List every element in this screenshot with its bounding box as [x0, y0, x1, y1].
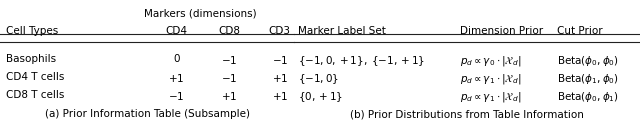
- Text: $-1$: $-1$: [221, 54, 238, 66]
- Text: $p_d \propto \gamma_0 \cdot |\mathcal{X}_d|$: $p_d \propto \gamma_0 \cdot |\mathcal{X}…: [460, 54, 522, 68]
- Text: $p_d \propto \gamma_1 \cdot |\mathcal{X}_d|$: $p_d \propto \gamma_1 \cdot |\mathcal{X}…: [460, 72, 522, 86]
- Text: CD8: CD8: [219, 26, 241, 36]
- Text: $-1$: $-1$: [271, 54, 288, 66]
- Text: Cut Prior: Cut Prior: [557, 26, 603, 36]
- Text: $p_d \propto \gamma_1 \cdot |\mathcal{X}_d|$: $p_d \propto \gamma_1 \cdot |\mathcal{X}…: [460, 90, 522, 104]
- Text: 0: 0: [173, 54, 180, 64]
- Text: $+1$: $+1$: [221, 90, 238, 102]
- Text: Cell Types: Cell Types: [6, 26, 58, 36]
- Text: $\mathrm{Beta}(\phi_0, \phi_0)$: $\mathrm{Beta}(\phi_0, \phi_0)$: [557, 54, 619, 68]
- Text: CD4: CD4: [166, 26, 188, 36]
- Text: $\mathrm{Beta}(\phi_1, \phi_0)$: $\mathrm{Beta}(\phi_1, \phi_0)$: [557, 72, 619, 86]
- Text: $\{-1, 0, +1\},\; \{-1, +1\}$: $\{-1, 0, +1\},\; \{-1, +1\}$: [298, 54, 425, 68]
- Text: $+1$: $+1$: [168, 72, 185, 84]
- Text: Markers (dimensions): Markers (dimensions): [144, 8, 257, 18]
- Text: (a) Prior Information Table (Subsample): (a) Prior Information Table (Subsample): [45, 109, 250, 119]
- Text: CD8 T cells: CD8 T cells: [6, 90, 64, 100]
- Text: $-1$: $-1$: [221, 72, 238, 84]
- Text: Basophils: Basophils: [6, 54, 56, 64]
- Text: $\{-1, 0\}$: $\{-1, 0\}$: [298, 72, 339, 86]
- Text: CD3: CD3: [269, 26, 291, 36]
- Text: $-1$: $-1$: [168, 90, 185, 102]
- Text: CD4 T cells: CD4 T cells: [6, 72, 64, 82]
- Text: $\mathrm{Beta}(\phi_0, \phi_1)$: $\mathrm{Beta}(\phi_0, \phi_1)$: [557, 90, 619, 104]
- Text: (b) Prior Distributions from Table Information: (b) Prior Distributions from Table Infor…: [350, 109, 584, 119]
- Text: $+1$: $+1$: [271, 72, 288, 84]
- Text: Dimension Prior: Dimension Prior: [460, 26, 543, 36]
- Text: $+1$: $+1$: [271, 90, 288, 102]
- Text: $\{0, +1\}$: $\{0, +1\}$: [298, 90, 343, 104]
- Text: Marker Label Set: Marker Label Set: [298, 26, 386, 36]
